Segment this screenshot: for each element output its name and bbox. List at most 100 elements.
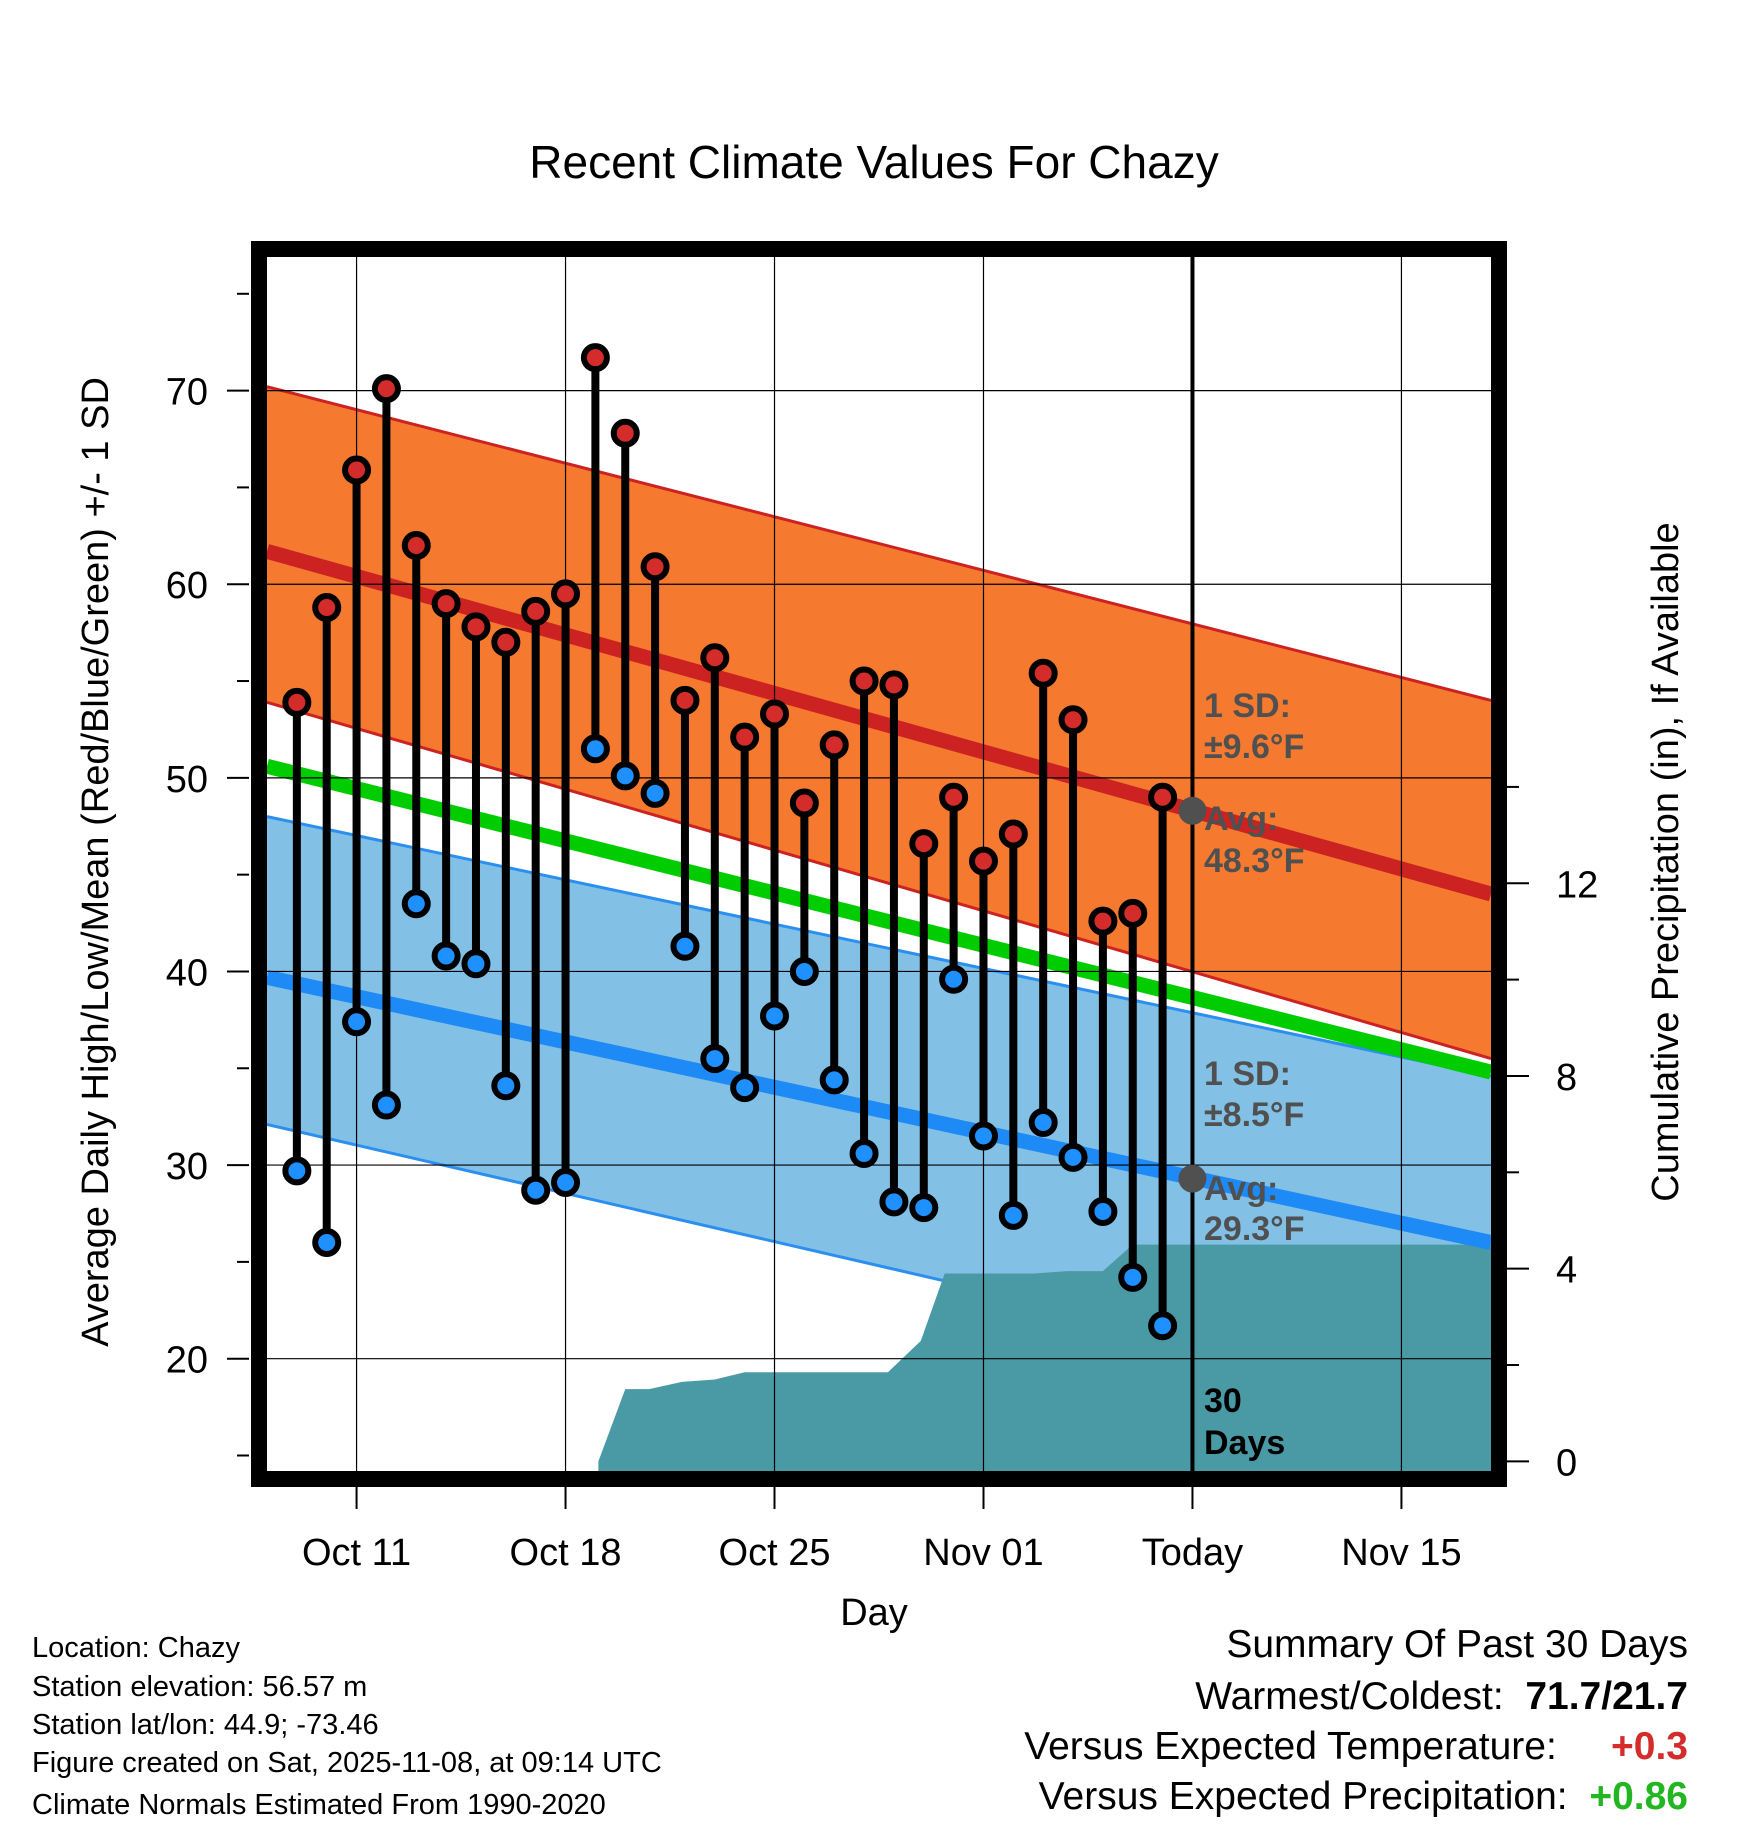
high-marker [939, 782, 969, 812]
high-marker [371, 374, 401, 404]
summary-heading: Summary Of Past 30 Days [1226, 1623, 1688, 1666]
low-marker [760, 1001, 790, 1031]
high-marker [491, 627, 521, 657]
summary-warm-cold-value: 71.7/21.7 [1525, 1675, 1688, 1718]
low-marker [998, 1200, 1028, 1230]
high-marker [401, 530, 431, 560]
summary-temp: Versus Expected Temperature: +0.3 [1024, 1727, 1688, 1766]
days-word-label: Days [1204, 1424, 1285, 1462]
summary-temp-value: +0.3 [1611, 1725, 1688, 1768]
normal-high-avg-line [267, 544, 1491, 902]
low-marker [789, 956, 819, 986]
y-tick-label: 60 [166, 565, 208, 607]
high-marker [700, 643, 730, 673]
high-marker [1058, 705, 1088, 735]
high-marker [670, 685, 700, 715]
high-sd-label: 1 SD: [1204, 687, 1291, 725]
y2-tick-label: 8 [1556, 1057, 1577, 1099]
y-tick-label: 20 [166, 1340, 208, 1382]
high-marker [760, 699, 790, 729]
low-avg-label: Avg: [1204, 1170, 1278, 1208]
low-marker [1058, 1142, 1088, 1172]
normal-low-avg-line [267, 969, 1491, 1250]
summary-precip-label: Versus Expected Precipitation: [1038, 1775, 1568, 1818]
summary-temp-label: Versus Expected Temperature: [1024, 1725, 1557, 1768]
plot-frame [251, 241, 1507, 1487]
low-marker [551, 1168, 581, 1198]
low-marker [968, 1121, 998, 1151]
low-marker [461, 949, 491, 979]
normal-high-band-upper-edge [267, 385, 1491, 702]
y-tick-label: 70 [166, 372, 208, 414]
y-tick-label: 50 [166, 759, 208, 801]
y2-tick-label: 4 [1556, 1250, 1577, 1292]
low-marker [491, 1071, 521, 1101]
high-marker [521, 596, 551, 626]
low-marker [1088, 1197, 1118, 1227]
high-marker [1088, 906, 1118, 936]
y-tick-label: 40 [166, 952, 208, 994]
low-marker [849, 1138, 879, 1168]
low-marker [640, 778, 670, 808]
x-tick-label: Oct 25 [719, 1532, 831, 1574]
low-marker [1148, 1311, 1178, 1341]
x-tick-label: Today [1142, 1532, 1243, 1574]
low-marker [879, 1187, 909, 1217]
summary-warm-cold-label: Warmest/Coldest: [1195, 1675, 1504, 1718]
high-avg-label: Avg: [1204, 800, 1278, 838]
high-marker [968, 846, 998, 876]
low-marker [1118, 1262, 1148, 1292]
high-marker [431, 589, 461, 619]
high-marker [580, 343, 610, 373]
low-marker [670, 931, 700, 961]
y2-axis-label: Cumulative Precipitation (in), If Availa… [1645, 522, 1687, 1201]
summary-precip: Versus Expected Precipitation: +0.86 [1039, 1777, 1688, 1816]
x-tick-label: Nov 01 [923, 1532, 1043, 1574]
x-tick-label: Oct 11 [302, 1532, 411, 1574]
low-marker [521, 1175, 551, 1205]
daily-range-bars [282, 343, 1178, 1341]
normal-low-band-upper-edge [267, 815, 1491, 1078]
high-marker [551, 579, 581, 609]
x-axis-label: Day [840, 1592, 908, 1634]
low-marker [909, 1193, 939, 1223]
x-tick-label: Nov 15 [1341, 1532, 1461, 1574]
y2-tick-label: 12 [1556, 864, 1598, 906]
high-marker [1148, 782, 1178, 812]
high-marker [1028, 658, 1058, 688]
low-sd-value: ±8.5°F [1204, 1096, 1304, 1134]
low-sd-label: 1 SD: [1204, 1055, 1291, 1093]
low-marker [819, 1065, 849, 1095]
info-elevation: Station elevation: 56.57 m [32, 1671, 368, 1703]
chart-title: Recent Climate Values For Chazy [529, 136, 1218, 188]
low-marker [730, 1073, 760, 1103]
normal-mean-line [267, 758, 1491, 1080]
low-marker [371, 1090, 401, 1120]
summary-precip-value: +0.86 [1589, 1775, 1688, 1818]
high-sd-value: ±9.6°F [1204, 728, 1304, 766]
low-marker [431, 941, 461, 971]
info-latlon: Station lat/lon: 44.9; -73.46 [32, 1709, 379, 1741]
info-normals: Climate Normals Estimated From 1990-2020 [32, 1789, 606, 1821]
high-marker [640, 552, 670, 582]
high-marker [730, 722, 760, 752]
y-tick-label: 30 [166, 1146, 208, 1188]
high-marker [610, 418, 640, 448]
normal-high-band-lower-edge [267, 700, 1491, 1061]
high-marker [342, 455, 372, 485]
high-marker [998, 819, 1028, 849]
y-axis-label: Average Daily High/Low/Mean (Red/Blue/Gr… [75, 377, 117, 1347]
high-marker [1118, 898, 1148, 928]
low-marker [580, 734, 610, 764]
y2-tick-label: 0 [1556, 1442, 1577, 1484]
high-marker [879, 670, 909, 700]
high-marker [909, 829, 939, 859]
days-number-label: 30 [1204, 1382, 1242, 1420]
low-marker [939, 964, 969, 994]
plot-area [267, 385, 1491, 1471]
low-marker [1028, 1107, 1058, 1137]
high-marker [819, 730, 849, 760]
low-marker [401, 889, 431, 919]
